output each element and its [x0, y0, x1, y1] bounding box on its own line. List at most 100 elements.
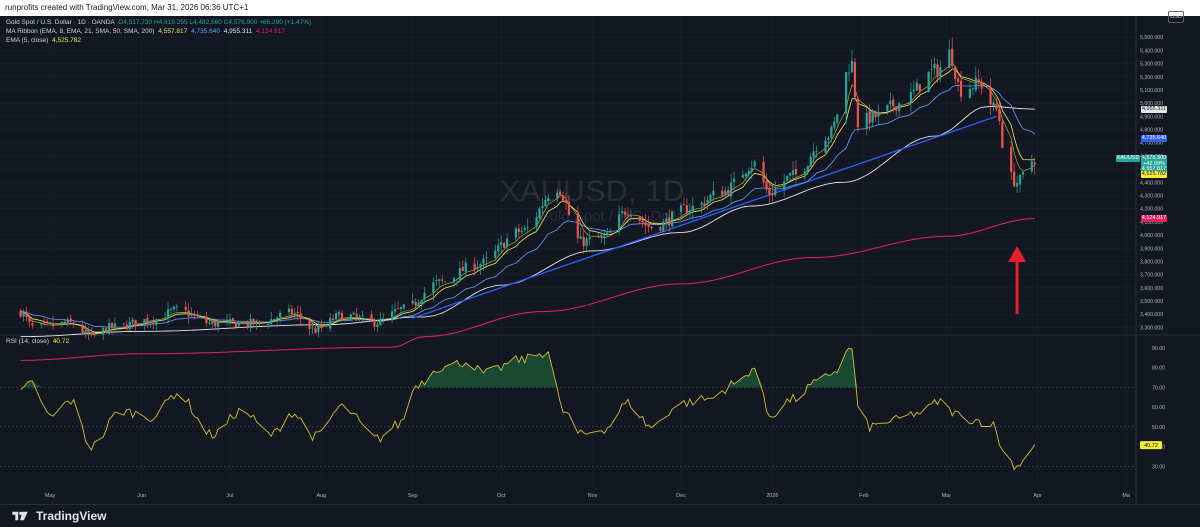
- candle-body-up: [865, 112, 868, 129]
- candle-body-up: [898, 103, 901, 112]
- legend-ema-value: 4,525.782: [52, 37, 81, 44]
- candle-body-up: [827, 137, 830, 140]
- price-tick-label: 4,300.000: [1140, 193, 1163, 199]
- candle-body-up: [464, 262, 467, 272]
- candle-body-up: [455, 278, 459, 280]
- candle-body-up: [724, 190, 727, 196]
- legend-symbol-name: Gold Spot / U.S. Dollar · 1D · OANDA: [6, 19, 115, 26]
- legend-ma-ribbon: MA Ribbon (EMA, 8, EMA, 21, SMA, 50, SMA…: [6, 27, 285, 36]
- candle-body-up: [267, 324, 270, 325]
- candle-body-up: [585, 238, 588, 246]
- price-tag: 4,735.640: [1141, 134, 1167, 142]
- price-tick-label: 3,700.000: [1140, 273, 1163, 279]
- price-tick-label: 4,700.000: [1140, 141, 1163, 147]
- candle-body-up: [812, 151, 815, 158]
- candle-body-down: [340, 313, 344, 321]
- candle-body-up: [706, 199, 709, 205]
- candle-body-down: [597, 235, 600, 238]
- candle-body-up: [376, 324, 379, 328]
- candle-body-up: [971, 88, 974, 89]
- candle-body-down: [959, 80, 963, 97]
- price-tick-label: 3,400.000: [1140, 312, 1163, 318]
- candle-body-up: [850, 60, 854, 73]
- candle-body-down: [906, 103, 910, 104]
- candle-body-up: [438, 279, 441, 282]
- candle-body-down: [246, 322, 249, 327]
- candle-body-up: [886, 104, 889, 112]
- candle-body-down: [623, 211, 627, 215]
- time-tick-label: Dec: [676, 493, 686, 499]
- candle-body-up: [617, 214, 621, 232]
- watermark-title: XAUUSD, 1D: [500, 175, 686, 208]
- candle-body-up: [22, 311, 25, 317]
- price-tick-label: 3,900.000: [1140, 246, 1163, 252]
- candle-body-down: [874, 111, 877, 118]
- price-tick-label: 5,300.000: [1140, 62, 1163, 68]
- candle-body-up: [732, 178, 736, 182]
- candle-body-up: [337, 312, 341, 315]
- rsi-line: [20, 347, 1036, 471]
- candle-body-up: [541, 205, 544, 209]
- candle-body-down: [25, 311, 28, 318]
- candle-body-up: [278, 312, 282, 318]
- candle-body-up: [803, 171, 806, 174]
- candle-body-up: [933, 63, 936, 69]
- candle-body-down: [503, 243, 506, 248]
- candle-body-up: [190, 313, 193, 316]
- candle-body-up: [662, 221, 665, 232]
- red-arrow-shaft: [1015, 262, 1019, 314]
- time-tick-label: Feb: [859, 493, 868, 499]
- candle-body-up: [217, 321, 220, 327]
- candle-body-up: [494, 250, 497, 259]
- candle-body-down: [308, 319, 311, 329]
- price-tag: 4,557.817: [1141, 165, 1167, 173]
- candle-body-down: [46, 321, 49, 323]
- candle-body-down: [19, 310, 22, 317]
- price-tick-label: 4,000.000: [1140, 233, 1163, 239]
- candle-body-up: [273, 319, 276, 320]
- chart-canvas[interactable]: 3,300.000 3,400.000 3,500.000 3,600.000 3,70…: [0, 0, 1200, 504]
- candle-body-up: [393, 309, 397, 312]
- candle-body-up: [208, 322, 211, 324]
- candle-body-down: [561, 195, 565, 201]
- candle-body-up: [113, 323, 117, 327]
- candle-body-up: [629, 215, 632, 217]
- legend-ma-value-2: 4,735.640: [191, 28, 220, 35]
- candle-body-up: [939, 67, 942, 77]
- candle-body-up: [432, 282, 435, 293]
- candle-body-up: [688, 210, 691, 214]
- candle-body-down: [414, 301, 417, 306]
- candle-body-up: [358, 316, 361, 318]
- candle-body-up: [349, 314, 352, 320]
- time-tick-label: 2026: [766, 493, 778, 499]
- time-tick-label: Jul: [226, 493, 233, 499]
- candle-body-up: [175, 306, 178, 308]
- candle-body-up: [671, 211, 674, 227]
- candle-body-down: [682, 204, 686, 206]
- candle-body-down: [355, 313, 358, 317]
- candle-body-down: [296, 311, 299, 314]
- time-tick-label: Jun: [137, 493, 146, 499]
- rsi-value-tag: [1140, 441, 1162, 450]
- candle-body-up: [107, 323, 111, 334]
- time-tick-label: Aug: [316, 493, 326, 499]
- candle-body-down: [184, 306, 187, 310]
- header-text: runprofits created with TradingView.com,…: [5, 3, 249, 12]
- candle-body-down: [977, 79, 980, 82]
- currency-badge[interactable]: USD: [1168, 11, 1184, 23]
- candle-body-down: [28, 317, 31, 323]
- candle-body-down: [892, 99, 895, 107]
- candle-body-up: [49, 322, 52, 324]
- candle-body-down: [87, 330, 90, 335]
- legend-rsi-name: RSI (14, close): [6, 338, 49, 345]
- candle-body-down: [895, 106, 898, 111]
- candle-body-down: [1010, 147, 1013, 172]
- candle-body-down: [72, 322, 75, 326]
- legend-ema: EMA (5, close) 4,525.782: [6, 36, 81, 45]
- candle-body-down: [234, 322, 237, 328]
- rsi-tick-label: 80.00: [1152, 366, 1165, 372]
- candle-body-up: [877, 111, 880, 117]
- legend-ohlc: O4,517.730 H4,619.255 L4,482.660 C4,576.…: [118, 19, 312, 26]
- candle-body-up: [833, 121, 836, 128]
- candle-body-down: [853, 62, 857, 98]
